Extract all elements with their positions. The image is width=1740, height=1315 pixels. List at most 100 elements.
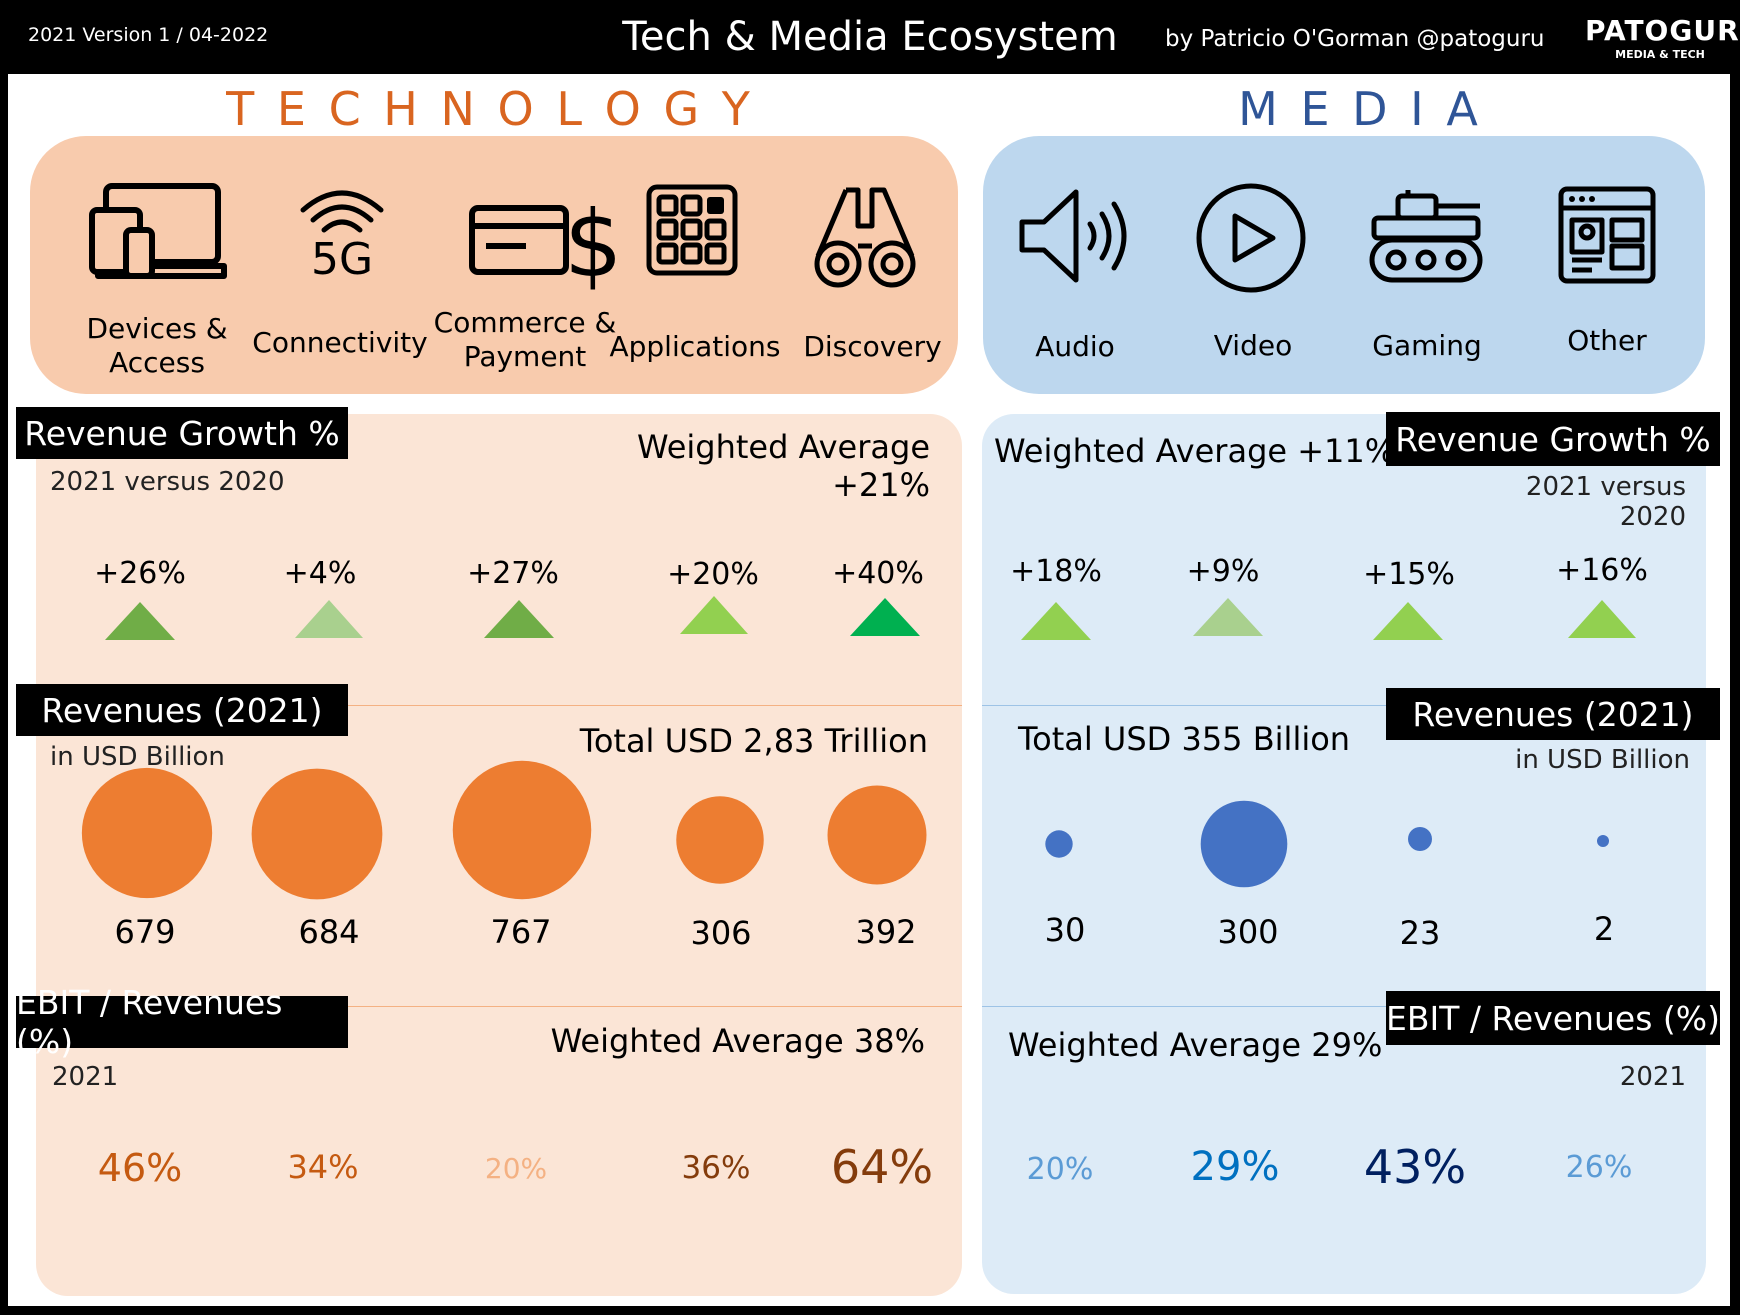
media-ebit-other: 26%: [1565, 1150, 1633, 1185]
tech-growth-title: Revenue Growth %: [16, 407, 348, 459]
tech-divider-1: [36, 705, 962, 706]
tech-ebit-discovery: 64%: [830, 1140, 934, 1194]
tech-revenue-bubble: [676, 796, 764, 884]
label-line-2: Access: [109, 346, 205, 379]
technology-heading: T E C H N O L O G Y: [226, 82, 754, 136]
page-title: Tech & Media Ecosystem: [622, 14, 1118, 60]
payment-card-icon: $: [469, 191, 623, 298]
apps-grid-icon: [646, 184, 738, 276]
media-revenue-other: 2: [1593, 910, 1615, 948]
browser-window-icon: [1558, 186, 1656, 284]
tech-growth-devices: +26%: [94, 556, 186, 591]
media-ebit-gaming: 43%: [1363, 1140, 1467, 1194]
tech-revenue-bubble: [251, 768, 383, 900]
label-line-1: Devices &: [86, 312, 228, 345]
tech-revenue-subtitle: in USD Billion: [50, 742, 225, 772]
category-label-video: Video: [1213, 329, 1293, 362]
media-ebit-video: 29%: [1190, 1144, 1280, 1190]
tech-revenue-bubble: [452, 760, 592, 900]
media-revenue-bubble: [1045, 830, 1073, 858]
media-growth-average: Weighted Average +11%: [994, 432, 1396, 470]
tech-divider-2: [36, 1006, 962, 1007]
growth-arrow-up-icon: [1193, 598, 1263, 636]
media-category-band: [983, 136, 1705, 394]
media-ebit-average: Weighted Average 29%: [1008, 1026, 1383, 1064]
media-growth-title: Revenue Growth %: [1386, 412, 1720, 466]
media-revenue-gaming: 23: [1399, 914, 1441, 952]
media-revenue-bubble: [1408, 827, 1432, 851]
media-revenue-bubble: [1200, 800, 1288, 888]
category-label-discovery: Discovery: [803, 330, 942, 363]
media-growth-gaming: +15%: [1363, 557, 1455, 592]
tech-revenue-commerce: 767: [490, 913, 552, 951]
tank-icon: [1369, 190, 1483, 283]
growth-arrow-up-icon: [484, 600, 554, 638]
category-label-connectivity: Connectivity: [252, 326, 428, 359]
tech-revenue-discovery: 392: [855, 913, 917, 951]
tech-ebit-connectivity: 34%: [287, 1148, 359, 1186]
tech-ebit-average: Weighted Average 38%: [550, 1022, 925, 1060]
tech-growth-commerce: +27%: [467, 556, 559, 591]
media-revenue-video: 300: [1217, 913, 1279, 951]
play-icon: [1196, 183, 1306, 293]
media-divider-1: [982, 705, 1706, 706]
tech-growth-average: Weighted Average +21%: [636, 428, 930, 504]
growth-arrow-up-icon: [295, 600, 363, 638]
media-growth-video: +9%: [1186, 554, 1260, 589]
logo-main: PATOGURU: [1585, 14, 1740, 47]
media-revenue-subtitle: in USD Billion: [1515, 745, 1690, 775]
tech-revenue-total: Total USD 2,83 Trillion: [579, 722, 928, 760]
media-revenue-total: Total USD 355 Billion: [1018, 720, 1351, 758]
tech-revenue-devices: 679: [114, 913, 176, 951]
media-heading: M E D I A: [1238, 82, 1482, 136]
category-label-audio: Audio: [1035, 330, 1115, 363]
media-revenue-audio: 30: [1044, 911, 1086, 949]
version-label: 2021 Version 1 / 04-2022: [28, 24, 269, 46]
category-label-gaming: Gaming: [1372, 329, 1482, 362]
label-line-2: Payment: [463, 340, 587, 373]
svg-text:5G: 5G: [311, 234, 373, 285]
category-label-other: Other: [1567, 324, 1647, 357]
tech-revenue-bubble: [81, 767, 213, 899]
media-ebit-subtitle: 2021: [1619, 1062, 1686, 1092]
tech-growth-connectivity: +4%: [283, 556, 357, 591]
tech-revenue-bubble: [827, 785, 927, 885]
svg-text:$: $: [564, 191, 623, 298]
speaker-icon: [1019, 189, 1127, 283]
tech-revenue-title: Revenues (2021): [16, 684, 348, 736]
tech-revenue-connectivity: 684: [298, 913, 360, 951]
devices-icon: [89, 183, 227, 279]
growth-arrow-up-icon: [105, 602, 175, 640]
media-divider-2: [982, 1006, 1706, 1007]
media-revenue-title: Revenues (2021): [1386, 688, 1720, 740]
label-line-1: Commerce &: [433, 306, 617, 339]
growth-arrow-up-icon: [850, 598, 920, 636]
tech-ebit-title: EBIT / Revenues (%): [16, 983, 348, 1061]
category-label-devices: Devices & Access: [72, 312, 242, 380]
growth-arrow-up-icon: [1373, 602, 1443, 640]
tech-growth-subtitle: 2021 versus 2020: [50, 467, 285, 497]
growth-arrow-up-icon: [1021, 602, 1091, 640]
growth-arrow-up-icon: [680, 596, 748, 634]
media-growth-subtitle: 2021 versus 2020: [1525, 472, 1686, 532]
tech-ebit-applications: 36%: [681, 1150, 751, 1186]
media-ebit-audio: 20%: [1026, 1152, 1094, 1187]
media-growth-other: +16%: [1556, 553, 1648, 588]
category-label-applications: Applications: [609, 330, 781, 363]
tech-growth-discovery: +40%: [832, 556, 924, 591]
growth-arrow-up-icon: [1568, 600, 1636, 638]
tech-ebit-commerce: 20%: [484, 1152, 548, 1185]
5g-icon: 5G: [300, 190, 384, 285]
media-growth-audio: +18%: [1010, 554, 1102, 589]
author-credit: by Patricio O'Gorman @patoguru: [1165, 26, 1545, 52]
binoculars-icon: [814, 187, 916, 288]
tech-ebit-devices: 46%: [97, 1146, 183, 1190]
category-label-commerce: Commerce & Payment: [430, 306, 620, 374]
tech-revenue-applications: 306: [690, 914, 752, 952]
logo-sub: MEDIA & TECH: [1615, 48, 1705, 61]
tech-ebit-subtitle: 2021: [52, 1062, 119, 1092]
media-metrics-panel: [982, 414, 1706, 1294]
media-revenue-bubble: [1597, 835, 1609, 847]
tech-growth-applications: +20%: [667, 557, 759, 592]
